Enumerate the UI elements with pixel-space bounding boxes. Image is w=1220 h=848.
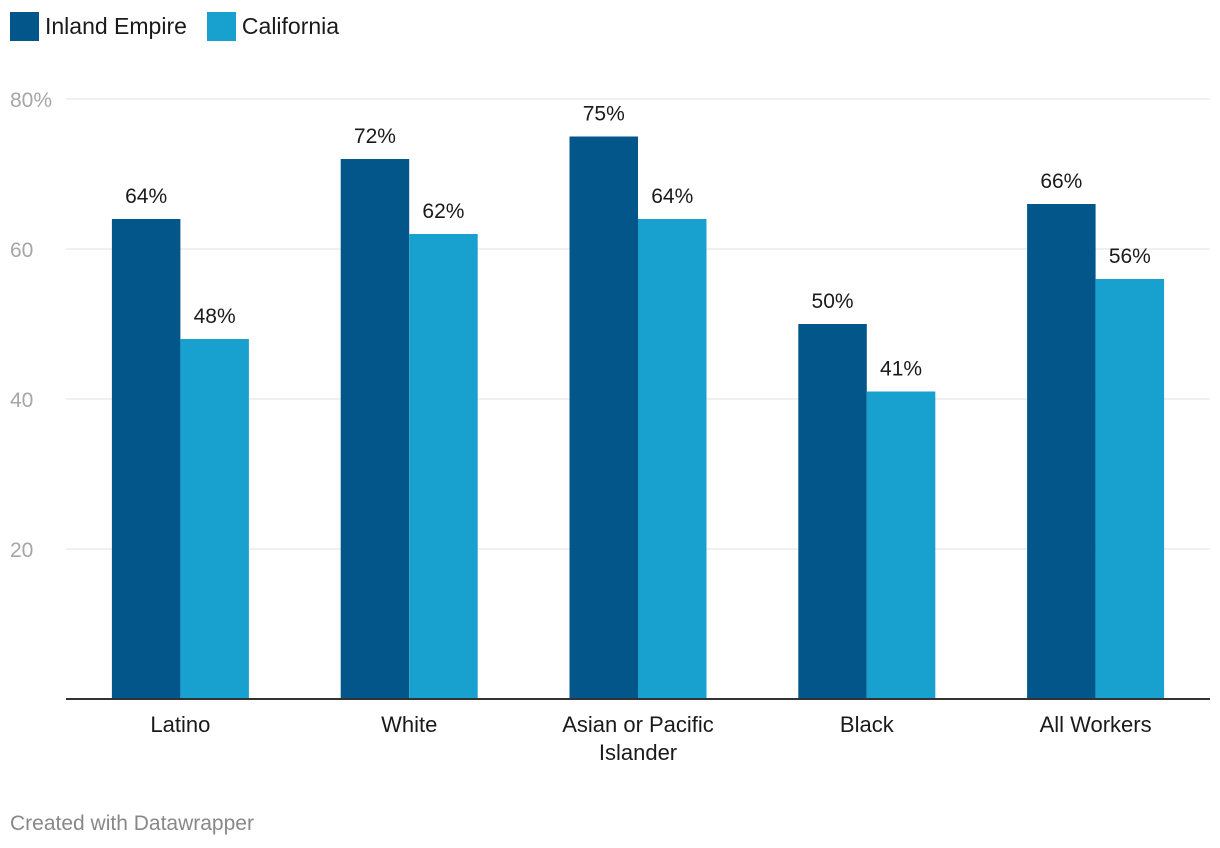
legend-label-inland-empire: Inland Empire <box>45 13 187 39</box>
y-tick-label: 60 <box>10 239 33 262</box>
legend-item-california: California <box>206 12 340 41</box>
data-label: 62% <box>422 200 464 223</box>
legend-label-california: California <box>241 13 340 39</box>
x-tick-label: All Workers <box>1040 712 1152 737</box>
legend-item-inland-empire: Inland Empire <box>10 12 187 41</box>
y-tick-label: 40 <box>10 389 33 412</box>
x-tick-label: Latino <box>150 712 210 737</box>
data-label: 72% <box>354 125 396 148</box>
data-label: 64% <box>125 185 167 208</box>
bar-chart: 20 40 60 80% 64% 48% Latino 72% 62% White 75% 64% As… <box>10 89 1210 765</box>
x-tick-label: Black <box>840 712 895 737</box>
x-tick-label: Islander <box>599 740 677 765</box>
data-label: 41% <box>880 358 922 381</box>
bar <box>569 136 638 699</box>
data-label: 48% <box>194 305 236 328</box>
bar <box>340 159 410 699</box>
y-tick-label: 80% <box>10 89 52 112</box>
legend: Inland Empire California <box>10 12 359 41</box>
data-label: 50% <box>812 290 854 313</box>
footer-credit: Created with Datawrapper <box>10 812 254 835</box>
data-label: 66% <box>1040 170 1082 193</box>
bar <box>111 219 181 699</box>
legend-swatch-inland-empire <box>10 12 39 41</box>
bar <box>180 339 249 699</box>
bar <box>638 219 707 699</box>
data-label: 56% <box>1109 245 1151 268</box>
bar <box>1027 204 1096 699</box>
x-tick-label: White <box>381 712 437 737</box>
x-tick-label: Asian or Pacific <box>562 712 714 737</box>
legend-swatch-california <box>206 12 236 41</box>
data-label: 75% <box>583 103 625 126</box>
bar <box>409 234 478 699</box>
y-tick-label: 20 <box>10 539 33 562</box>
bar <box>1095 279 1165 699</box>
bar <box>866 391 936 699</box>
bar <box>798 324 867 699</box>
data-label: 64% <box>651 185 693 208</box>
